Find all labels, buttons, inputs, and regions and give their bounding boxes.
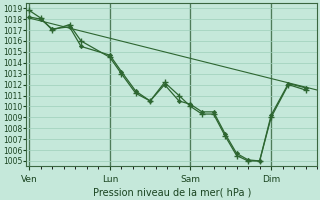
X-axis label: Pression niveau de la mer( hPa ): Pression niveau de la mer( hPa ) — [92, 187, 251, 197]
